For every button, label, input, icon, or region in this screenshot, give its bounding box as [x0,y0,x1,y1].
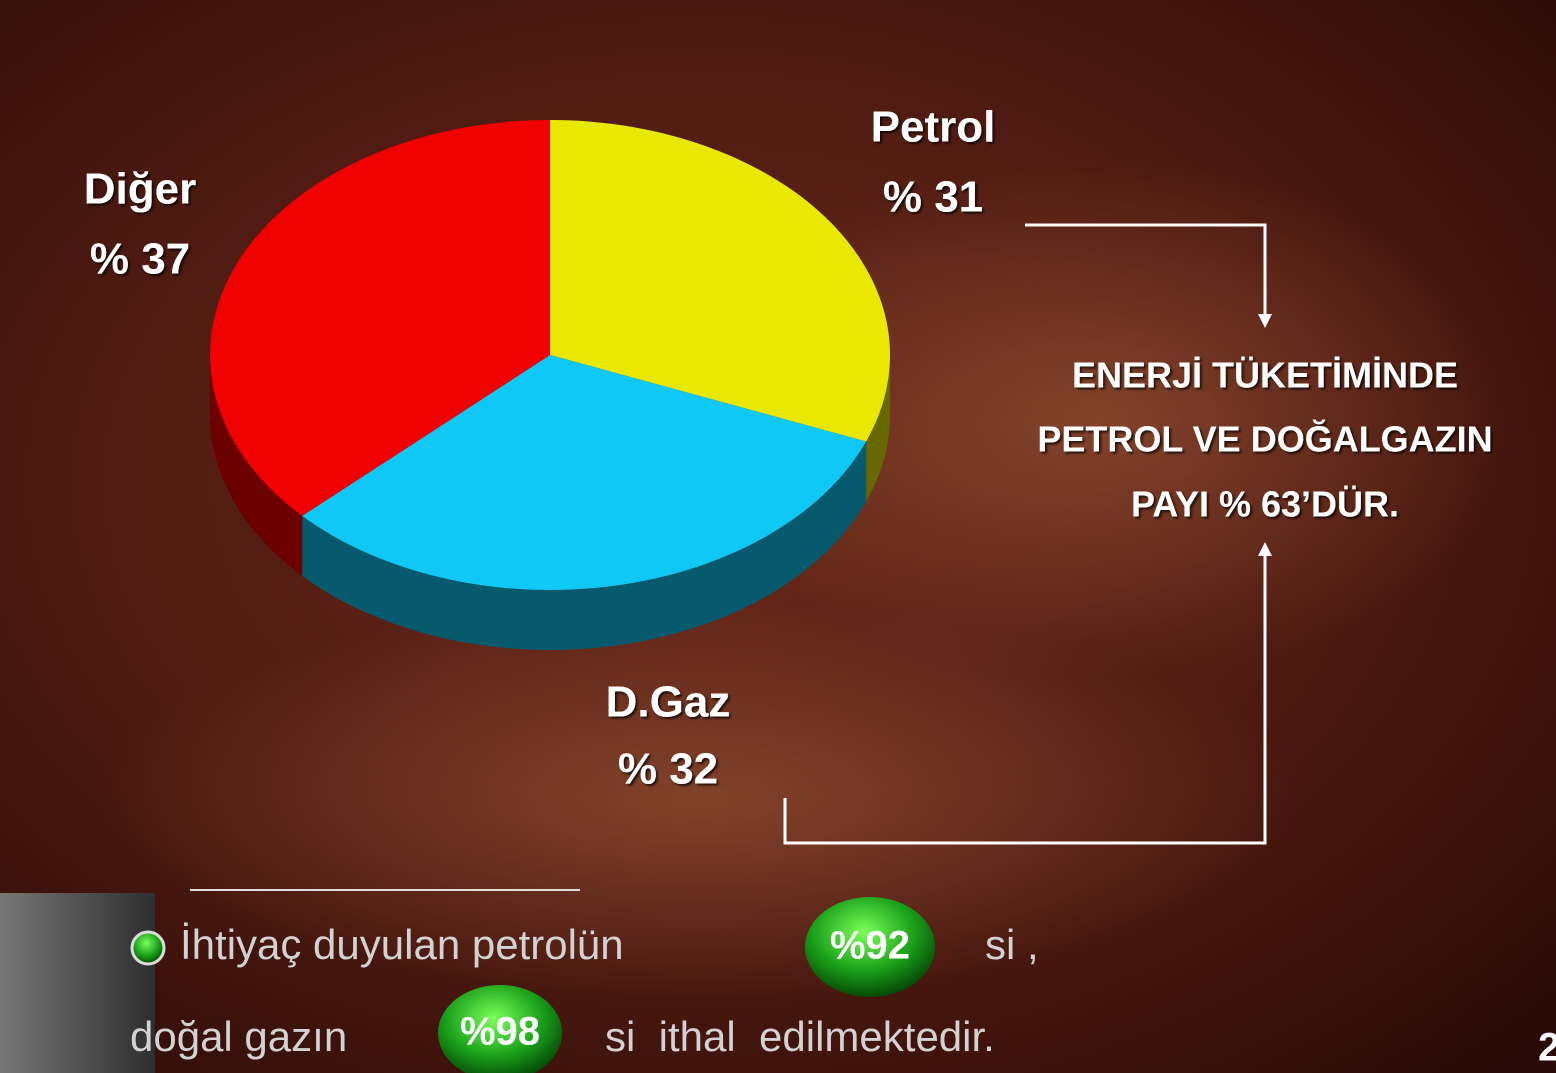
arrow-line [1025,223,1267,315]
slice [550,120,890,442]
callout-line: ENERJİ TÜKETİMİNDE [1072,355,1458,396]
value-label: % 32 [618,745,718,794]
badge-oval [805,897,935,997]
arrows [783,223,1267,845]
slice-label: D.Gaz [606,678,731,727]
badge-oval [438,985,562,1073]
slice-side [866,355,890,502]
callout-line: PAYI % 63’DÜR. [1131,484,1399,525]
footnote-text: doğal gazın [130,1013,347,1060]
value-label: % 37 [90,235,190,284]
slice-label: Petrol [871,103,996,152]
value-label: % 31 [883,173,983,222]
arrow-line [783,555,1267,845]
arrow-head [1258,542,1272,556]
page-number: 2 [1538,1026,1556,1070]
arrow-head [1258,314,1272,328]
callout-line: PETROL VE DOĞALGAZIN [1037,419,1492,460]
background-glow [680,160,1520,680]
badge-text: %92 [830,924,910,968]
slice-side [210,355,303,576]
slice [302,355,867,591]
slice-label: Diğer [84,165,196,214]
background-glow [100,600,1300,1000]
footnote-text: si ithal edilmektedir. [605,1013,995,1060]
pie [209,120,890,650]
slice [209,120,550,516]
bullet [130,930,166,966]
callout: ENERJİ TÜKETİMİNDE PETROL VE DOĞALGAZIN … [1037,355,1492,525]
footnote-text: İhtiyaç duyulan petrolün [180,921,624,968]
side-panel [0,893,155,1073]
footnote-text: si , [985,921,1039,968]
badge-text: %98 [460,1010,540,1054]
slice-side [302,441,867,650]
